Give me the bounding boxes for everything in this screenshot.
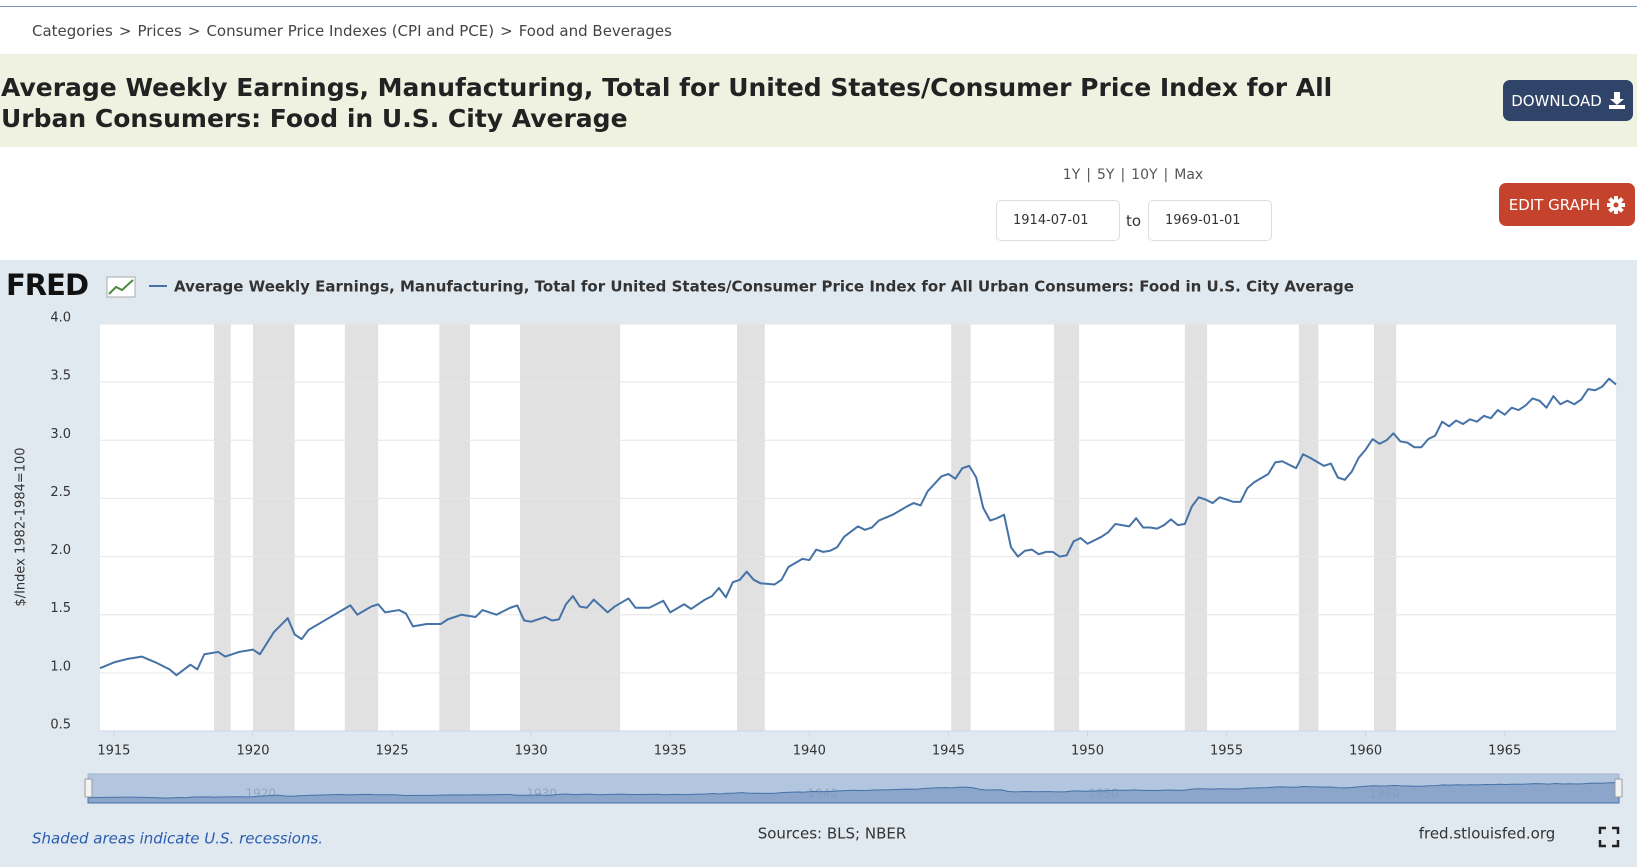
range-separator: |: [1086, 167, 1091, 183]
download-icon[interactable]: [1608, 92, 1625, 109]
legend-label: Average Weekly Earnings, Manufacturing, …: [174, 278, 1354, 296]
x-tick-label: 1950: [1071, 744, 1104, 759]
recession-band: [214, 324, 231, 731]
series-title: Average Weekly Earnings, Manufacturing, …: [1, 73, 1333, 133]
y-tick-label: 3.5: [50, 369, 71, 384]
breadcrumb-separator: >: [118, 22, 132, 40]
recession-band: [344, 324, 379, 731]
range-button[interactable]: 1Y: [1062, 167, 1081, 183]
recession-band: [1054, 324, 1080, 731]
breadcrumb-link[interactable]: Categories: [32, 22, 113, 40]
range-button[interactable]: 10Y: [1131, 167, 1158, 183]
download-button[interactable]: DOWNLOAD: [1503, 80, 1633, 121]
recession-band: [439, 324, 470, 731]
x-tick-label: 1935: [654, 744, 687, 759]
breadcrumb-separator: >: [187, 22, 201, 40]
x-tick-label: 1915: [97, 744, 130, 759]
x-tick-label: 1945: [932, 744, 965, 759]
y-tick-label: 3.0: [50, 427, 71, 442]
edit-graph-button[interactable]: EDIT GRAPH: [1499, 183, 1635, 226]
sources: Sources: BLS; NBER: [758, 825, 907, 843]
recession-band: [252, 324, 295, 731]
download-label[interactable]: DOWNLOAD: [1511, 91, 1602, 110]
breadcrumb: Categories > Prices > Consumer Price Indexes…: [32, 22, 672, 40]
range-buttons: 1Y | 5Y | 10Y | Max: [1033, 167, 1233, 183]
y-tick-label: 2.5: [50, 485, 71, 500]
series-line: [99, 377, 1617, 677]
start-date-input[interactable]: 1914-07-01: [996, 200, 1120, 241]
top-rule: [0, 6, 1637, 7]
breadcrumb-link[interactable]: Food and Beverages: [518, 22, 672, 40]
gear-icon[interactable]: [1607, 195, 1626, 214]
recession-band: [1373, 324, 1397, 731]
site-link[interactable]: fred.stlouisfed.org: [1419, 825, 1556, 843]
chart-panel: FRED Average Weekly Earnings, Manufactur…: [0, 260, 1637, 867]
y-tick-label: 4.0: [50, 311, 71, 326]
recession-band: [736, 324, 765, 731]
breadcrumb-separator: >: [500, 22, 513, 40]
y-tick-label: 0.5: [50, 718, 71, 733]
x-tick-label: 1930: [515, 744, 548, 759]
recession-band: [1184, 324, 1208, 731]
recession-note: Shaded areas indicate U.S. recessions.: [32, 830, 323, 848]
range-separator: |: [1163, 167, 1169, 183]
edit-label[interactable]: EDIT GRAPH: [1508, 195, 1601, 214]
x-tick-label: 1955: [1210, 744, 1243, 759]
fullscreen-icon[interactable]: [1598, 826, 1620, 848]
y-tick-label: 1.5: [50, 601, 71, 616]
y-tick-label: 1.0: [50, 659, 71, 674]
recession-band: [1298, 324, 1319, 731]
range-to: to: [1126, 212, 1142, 230]
fred-logo: FRED: [6, 268, 88, 302]
title-band: [0, 54, 1637, 147]
recession-band: [951, 324, 971, 731]
y-axis-label: $/Index 1982-1984=100: [14, 447, 29, 606]
navigator-area: [87, 782, 1620, 804]
breadcrumb-link[interactable]: Prices: [137, 22, 182, 40]
y-tick-label: 2.0: [50, 543, 71, 558]
navigator-handle[interactable]: [1614, 778, 1623, 798]
logo-graph-icon: [106, 276, 136, 298]
x-tick-label: 1960: [1349, 744, 1382, 759]
x-tick-label: 1920: [236, 744, 269, 759]
range-separator: |: [1120, 167, 1126, 183]
x-tick-label: 1940: [793, 744, 826, 759]
navigator-handle[interactable]: [84, 778, 93, 798]
recession-band: [520, 324, 621, 731]
end-date-input[interactable]: 1969-01-01: [1148, 200, 1272, 241]
x-tick-label: 1925: [376, 744, 409, 759]
x-tick-label: 1965: [1488, 744, 1521, 759]
range-button[interactable]: 5Y: [1096, 167, 1115, 183]
breadcrumb-link[interactable]: Consumer Price Indexes (CPI and PCE): [206, 22, 495, 40]
range-button[interactable]: Max: [1174, 167, 1204, 183]
